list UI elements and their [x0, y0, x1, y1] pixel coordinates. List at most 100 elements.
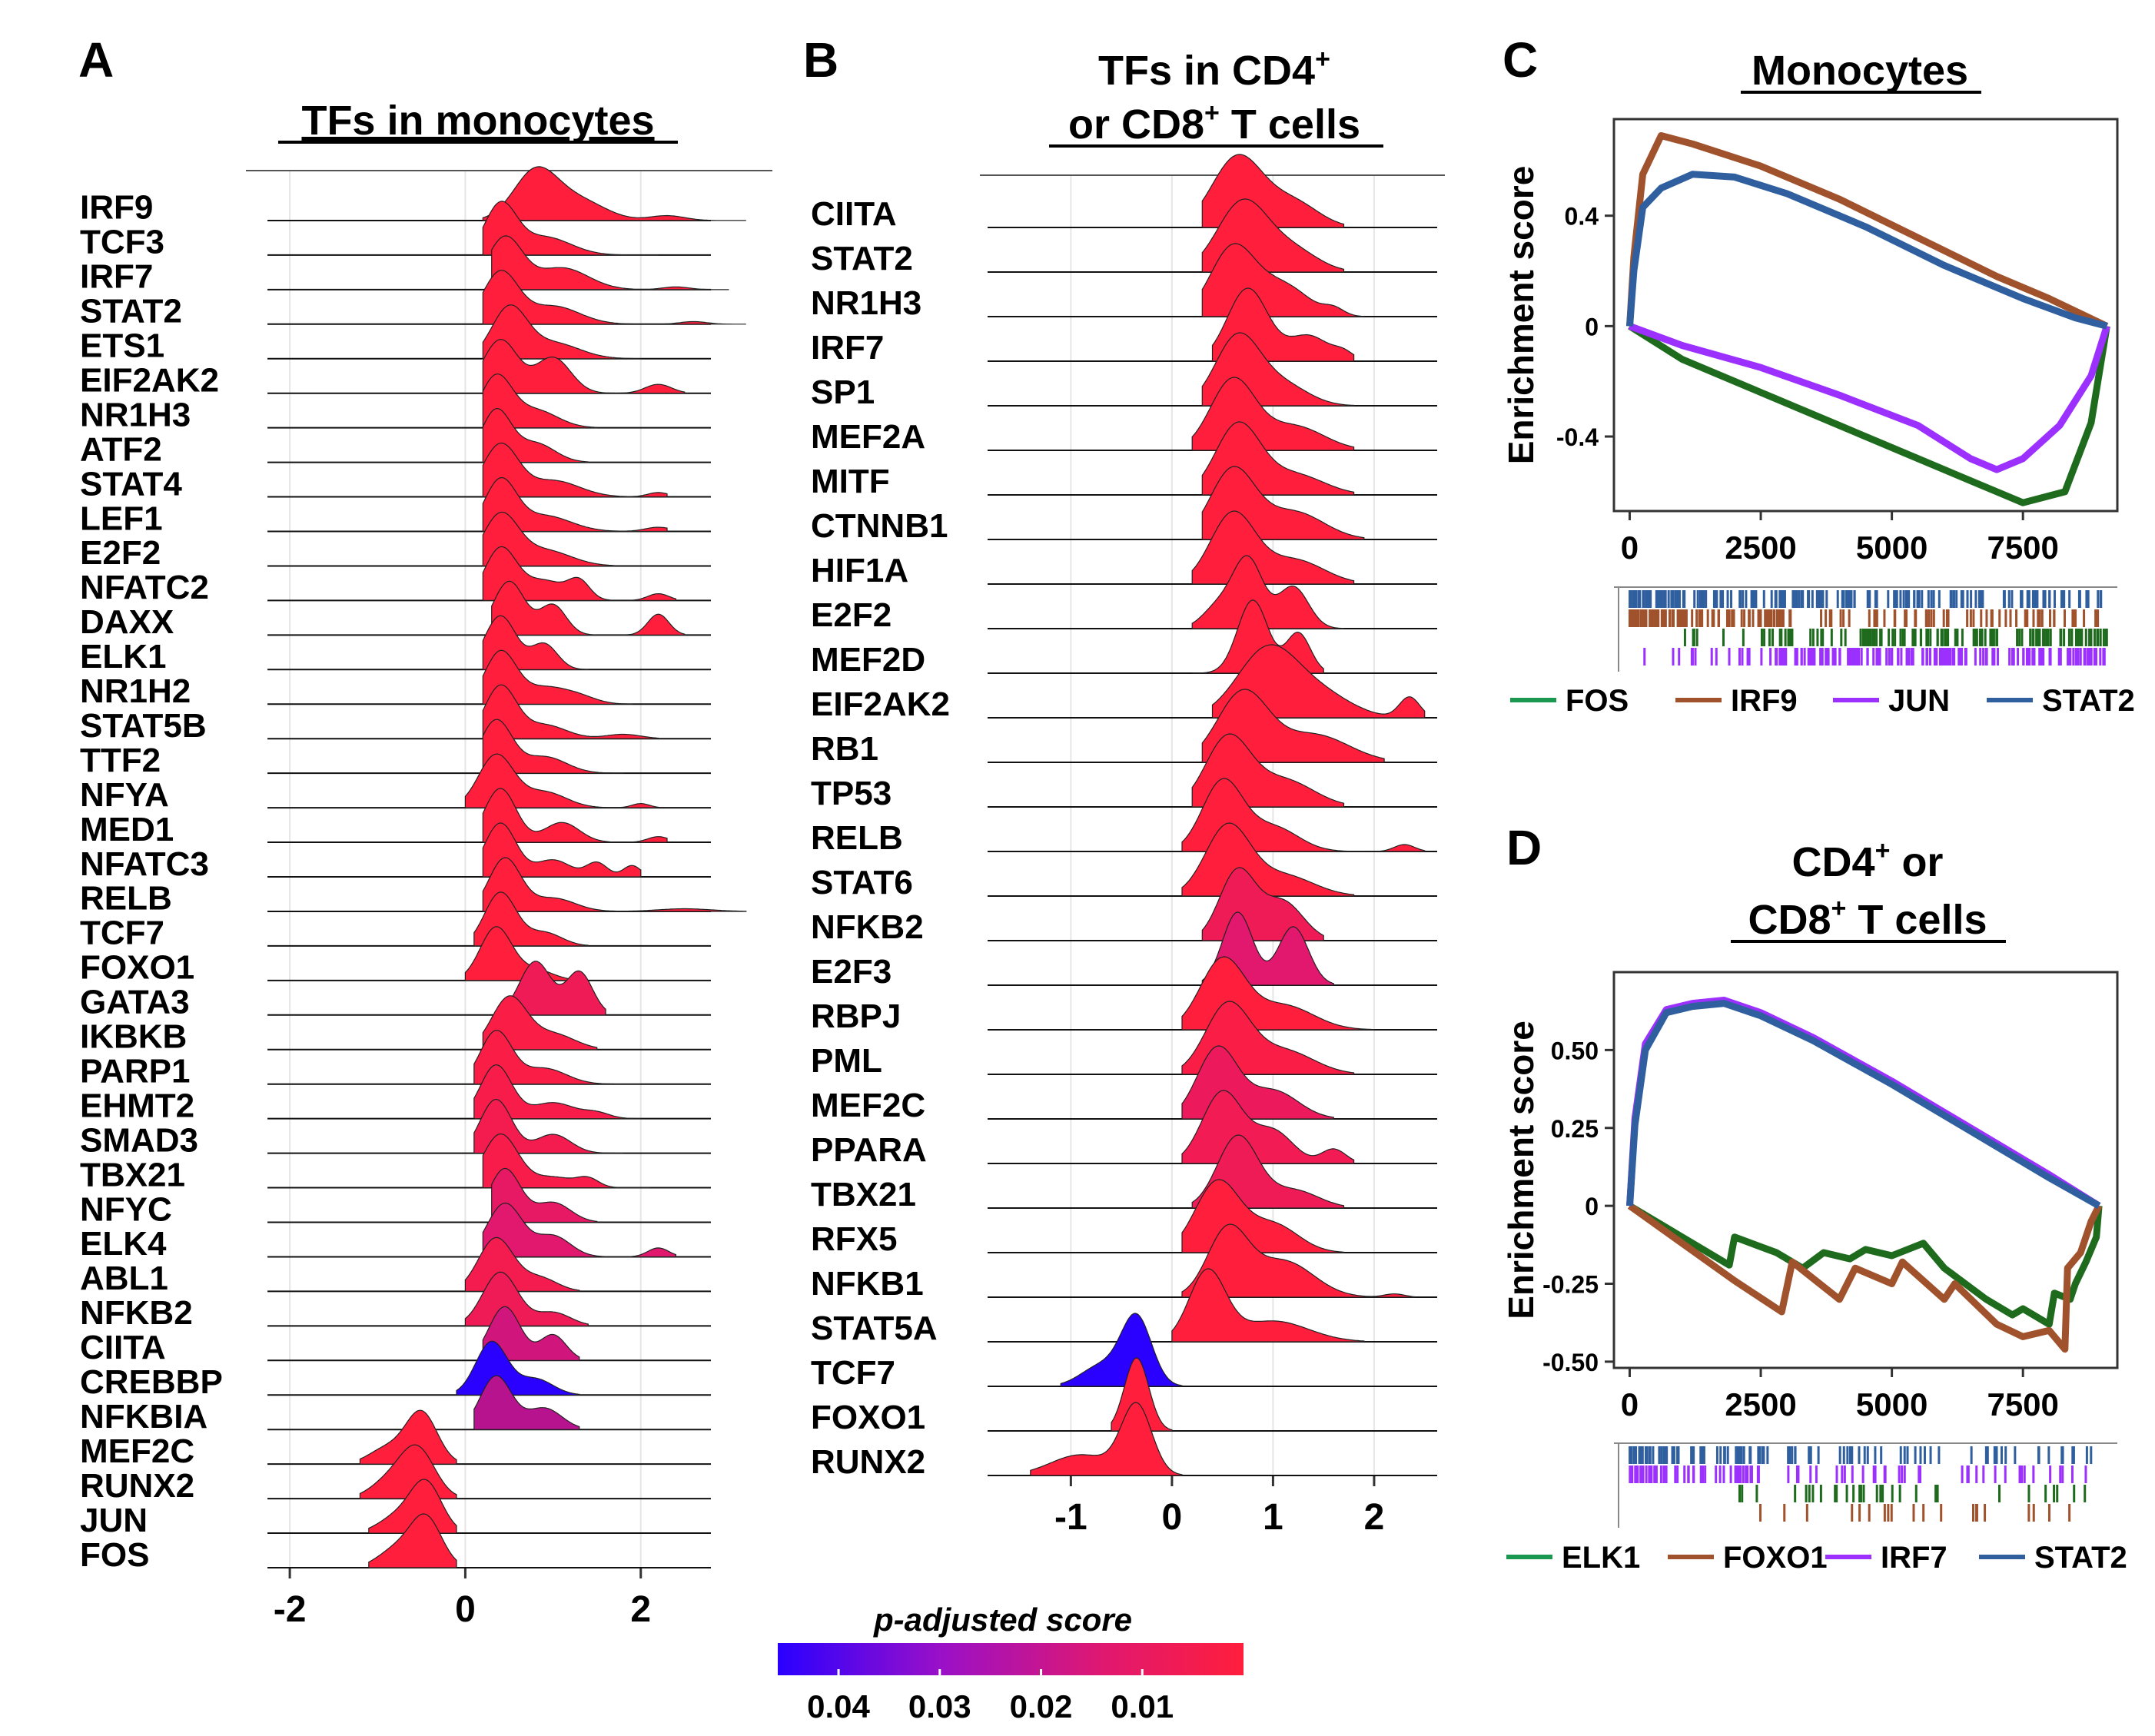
- ridge-label: TBX21: [80, 1156, 185, 1193]
- ridge-ets1: [482, 304, 642, 360]
- ridge-label: SMAD3: [80, 1121, 198, 1159]
- es-line-jun: [1628, 323, 2110, 473]
- panel-b-title-line1: TFs in CD4+: [1098, 45, 1330, 94]
- colorbar-gradient: [778, 1643, 1244, 1675]
- ridge-label: FOXO1: [811, 1399, 925, 1436]
- ridge-label: E2F3: [811, 953, 892, 991]
- ridge-label: NFYA: [80, 776, 169, 814]
- ridge-ttf2: [482, 719, 624, 774]
- y-tick-label: -0.25: [1542, 1271, 1599, 1299]
- y-tick-label: 0: [1585, 1193, 1599, 1220]
- ridge-label: EIF2AK2: [811, 685, 950, 723]
- ridge-label: RUNX2: [811, 1443, 925, 1481]
- ridge-stat2: [482, 270, 746, 325]
- ridge-label: PPARA: [811, 1131, 927, 1169]
- panel-b-title-line2: or CD8+ T cells: [1068, 98, 1360, 148]
- ridgeline-b: -1 0 1 2 CIITA STAT2 NR1H3 IRF7 SP1 MEF2A MITF CTNN…: [811, 154, 1445, 1538]
- ridge-label: PML: [811, 1042, 882, 1080]
- ridge-stat5a: [1171, 1268, 1365, 1343]
- ridge-stat4: [482, 442, 668, 498]
- ridge-label: STAT4: [80, 465, 182, 503]
- es-line-elk1: [1628, 1203, 2103, 1328]
- ridge-label: CIITA: [80, 1329, 166, 1366]
- ridge-label: TCF3: [80, 224, 164, 261]
- ridge-label: IKBKB: [80, 1018, 187, 1056]
- ridge-rb1: [1201, 689, 1385, 763]
- x-tick-label: 5000: [1856, 1386, 1928, 1422]
- y-tick-label: 0.4: [1565, 203, 1599, 231]
- ridge-e2f2: [1191, 555, 1345, 629]
- ridge-label: CTNNB1: [811, 507, 948, 545]
- ridge-nfkb1: [1181, 1223, 1416, 1298]
- ridge-label: TCF7: [80, 914, 164, 952]
- es-line-fos: [1628, 323, 2110, 506]
- x-tick-label: 0: [455, 1589, 476, 1630]
- ridgeline-a: -2 0 2 IRF9TCF3IRF7STAT2ETS1EIF2AK2NR1H3ATF…: [80, 166, 772, 1630]
- ridge-label: FOS: [80, 1536, 149, 1574]
- ridge-label: MED1: [80, 811, 174, 848]
- ridge-foxo1: [464, 926, 571, 981]
- panel-d-letter: D: [1506, 820, 1542, 875]
- legend-label-jun: JUN: [1888, 684, 1950, 718]
- ridge-daxx: [491, 580, 686, 636]
- y-tick-label: -0.4: [1556, 423, 1599, 451]
- ridge-label: NR1H2: [80, 672, 191, 710]
- ridge-parp1: [473, 1030, 641, 1085]
- ridge-e2f2: [482, 511, 616, 567]
- ridge-label: NFKB2: [80, 1294, 193, 1332]
- ridge-crebbp: [456, 1340, 580, 1396]
- es-line-stat2: [1626, 171, 2108, 330]
- ridge-gata3: [508, 961, 606, 1016]
- colorbar-tick-label: 0.01: [1111, 1688, 1174, 1724]
- x-tick-label: 2500: [1725, 529, 1796, 566]
- legend-label-stat2: STAT2: [2034, 1541, 2127, 1575]
- ridge-ehmt2: [473, 1064, 642, 1120]
- ridge-nfkbia: [473, 1375, 580, 1430]
- ridge-label: RELB: [811, 819, 903, 857]
- es-line-irf9: [1626, 132, 2109, 330]
- ridge-label: MEF2D: [811, 641, 925, 679]
- ridge-ciita: [482, 1306, 580, 1361]
- x-tick-label: 2: [630, 1589, 651, 1630]
- y-tick-label: 0.25: [1551, 1115, 1599, 1143]
- ridge-eif2ak2: [1211, 644, 1426, 719]
- ridge-label: CREBBP: [80, 1363, 223, 1401]
- colorbar-tick-label: 0.03: [908, 1688, 971, 1724]
- ridge-label: EHMT2: [80, 1087, 194, 1124]
- ridge-label: RUNX2: [80, 1467, 194, 1505]
- ridge-label: TP53: [811, 775, 892, 812]
- ridge-tcf7: [1060, 1313, 1183, 1387]
- ridge-label: IRF7: [80, 258, 153, 296]
- y-axis-label: Enrichment score: [1501, 166, 1541, 465]
- y-axis-label: Enrichment score: [1501, 1021, 1541, 1319]
- ridge-runx2: [1030, 1402, 1183, 1476]
- ridge-label: NFKB1: [811, 1265, 924, 1303]
- ridge-label: ELK1: [80, 638, 166, 675]
- ridge-label: NFATC2: [80, 569, 209, 606]
- ridge-label: STAT2: [80, 293, 182, 330]
- ridge-label: RBPJ: [811, 997, 901, 1035]
- ridge-label: STAT5A: [811, 1309, 938, 1347]
- ridge-nfya: [464, 753, 659, 808]
- panel-c-letter: C: [1503, 32, 1538, 88]
- x-tick-label: -2: [274, 1589, 307, 1630]
- x-tick-label: 5000: [1856, 529, 1928, 566]
- ridge-label: NR1H3: [811, 284, 921, 322]
- ridge-label: SP1: [811, 373, 875, 411]
- ridge-label: IRF7: [811, 329, 884, 367]
- legend-label-stat2: STAT2: [2042, 684, 2135, 718]
- x-tick-label: 0: [1621, 529, 1639, 566]
- ridge-mef2c: [359, 1409, 457, 1465]
- ridge-label: RELB: [80, 880, 172, 918]
- y-tick-label: -0.50: [1542, 1349, 1599, 1376]
- ridge-label: RFX5: [811, 1220, 897, 1258]
- x-tick-label: 2: [1364, 1497, 1385, 1538]
- ridge-label: GATA3: [80, 984, 190, 1021]
- es-line-stat2: [1626, 1000, 2101, 1210]
- ridge-relb: [482, 857, 747, 912]
- ridge-label: EIF2AK2: [80, 361, 219, 399]
- ridge-label: PARP1: [80, 1052, 190, 1090]
- ridge-label: HIF1A: [811, 552, 908, 589]
- ridge-irf9: [482, 166, 746, 221]
